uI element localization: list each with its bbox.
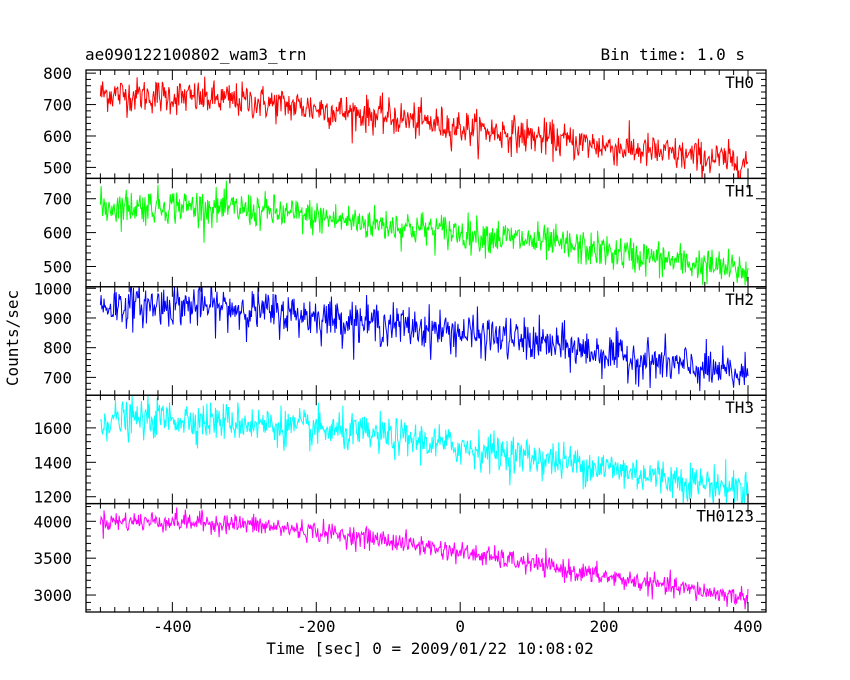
y-tick-label: 600 [43, 224, 72, 243]
panel-th2: 700 800 900 1000 TH2 [33, 279, 767, 396]
y-tick-label: 1400 [33, 453, 72, 472]
y-tick-label: 1200 [33, 488, 72, 507]
y-tick-label: 800 [43, 339, 72, 358]
y-tick-label: 700 [43, 96, 72, 115]
panels-group: 500 600 700 800 TH0 500 600 700 TH1 700 800 900 1000… [33, 64, 767, 613]
series-line-th2 [99, 286, 749, 392]
bin-time-label: Bin time: 1.0 s [601, 45, 746, 64]
y-tick-label: 500 [43, 158, 72, 177]
y-tick-label: 900 [43, 309, 72, 328]
y-tick-label: 800 [43, 64, 72, 83]
y-tick-label: 600 [43, 127, 72, 146]
y-tick-label: 700 [43, 190, 72, 209]
series-name-th2: TH2 [725, 290, 754, 309]
x-tick-label: 0 [455, 617, 465, 636]
y-tick-label: 1000 [33, 279, 72, 298]
y-tick-label: 3000 [33, 586, 72, 605]
panel-th1: 500 600 700 TH1 [43, 177, 767, 288]
y-tick-label: 4000 [33, 512, 72, 531]
x-tick-label: -200 [297, 617, 336, 636]
y-tick-label: 700 [43, 368, 72, 387]
y-tick-label: 500 [43, 257, 72, 276]
series-line-th1 [99, 180, 749, 286]
x-tick-label: 400 [734, 617, 763, 636]
series-line-th0 [99, 76, 749, 179]
x-tick-label: -400 [153, 617, 192, 636]
series-line-th3 [99, 395, 749, 504]
series-line-th0123 [99, 507, 749, 610]
series-name-th0123: TH0123 [696, 507, 754, 526]
y-tick-label: 3500 [33, 549, 72, 568]
series-name-th3: TH3 [725, 398, 754, 417]
series-name-th1: TH1 [725, 181, 754, 200]
series-name-th0: TH0 [725, 73, 754, 92]
chart-title: ae090122100802_wam3_trn [85, 45, 307, 64]
y-axis-label: Counts/sec [3, 290, 22, 386]
x-tick-label: 200 [590, 617, 619, 636]
panel-th0: 500 600 700 800 TH0 [43, 64, 767, 180]
y-tick-label: 1600 [33, 419, 72, 438]
x-axis-label: Time [sec] 0 = 2009/01/22 10:08:02 [266, 639, 594, 658]
panel-th3: 1200 1400 1600 TH3 [33, 394, 767, 507]
panel-frame [85, 394, 767, 505]
panel-frame [85, 69, 767, 180]
x-axis: -400 -200 0 200 400 [153, 617, 762, 636]
panel-th0123: 3000 3500 4000 TH0123 [33, 502, 767, 613]
